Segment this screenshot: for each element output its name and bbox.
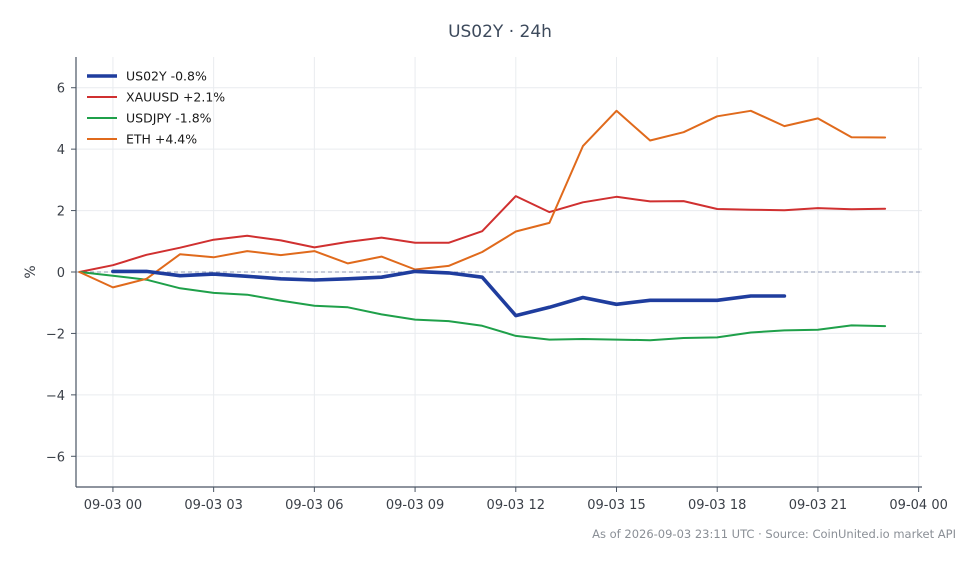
legend-label: XAUUSD +2.1% (126, 90, 225, 105)
x-tick-label: 09-03 18 (688, 498, 746, 513)
series-line-2 (78, 271, 887, 342)
chart-title: US02Y · 24h (448, 22, 552, 42)
y-tick-label: −6 (46, 450, 65, 465)
legend-label: US02Y -0.8% (126, 69, 207, 84)
x-tick-label: 09-03 15 (587, 498, 645, 513)
footer-source-note: As of 2026-09-03 23:11 UTC · Source: Coi… (592, 527, 956, 541)
y-ticks: −6 −4 −2 0 2 4 6 (46, 82, 76, 465)
x-tick-label: 09-04 00 (889, 498, 947, 513)
series-line-1 (78, 195, 887, 273)
legend-item-2[interactable]: USDJPY -1.8% (87, 111, 212, 126)
y-tick-label: 6 (57, 82, 65, 97)
legend-item-1[interactable]: XAUUSD +2.1% (87, 90, 225, 105)
y-tick-label: −2 (46, 327, 65, 342)
legend-item-0[interactable]: US02Y -0.8% (87, 69, 207, 84)
x-tick-label: 09-03 03 (184, 498, 242, 513)
legend-label: ETH +4.4% (126, 132, 197, 147)
x-tick-label: 09-03 06 (285, 498, 343, 513)
x-ticks: 09-03 00 09-03 03 09-03 06 09-03 09 09-03 12… (84, 487, 948, 513)
y-tick-label: 0 (57, 266, 65, 281)
x-tick-label: 09-03 12 (487, 498, 545, 513)
y-tick-label: 4 (57, 143, 65, 158)
legend-item-3[interactable]: ETH +4.4% (87, 132, 197, 147)
series-line-3 (78, 109, 887, 289)
series-lines (78, 109, 887, 342)
legend-label: USDJPY -1.8% (126, 111, 212, 126)
y-tick-label: −4 (46, 389, 65, 404)
legend[interactable]: US02Y -0.8% XAUUSD +2.1% USDJPY -1.8% ETH +… (87, 69, 225, 147)
y-axis-label: % (23, 265, 39, 278)
x-tick-label: 09-03 09 (386, 498, 444, 513)
y-tick-label: 2 (57, 205, 65, 220)
series-line-0 (111, 269, 787, 318)
x-tick-label: 09-03 00 (84, 498, 142, 513)
x-tick-label: 09-03 21 (789, 498, 847, 513)
